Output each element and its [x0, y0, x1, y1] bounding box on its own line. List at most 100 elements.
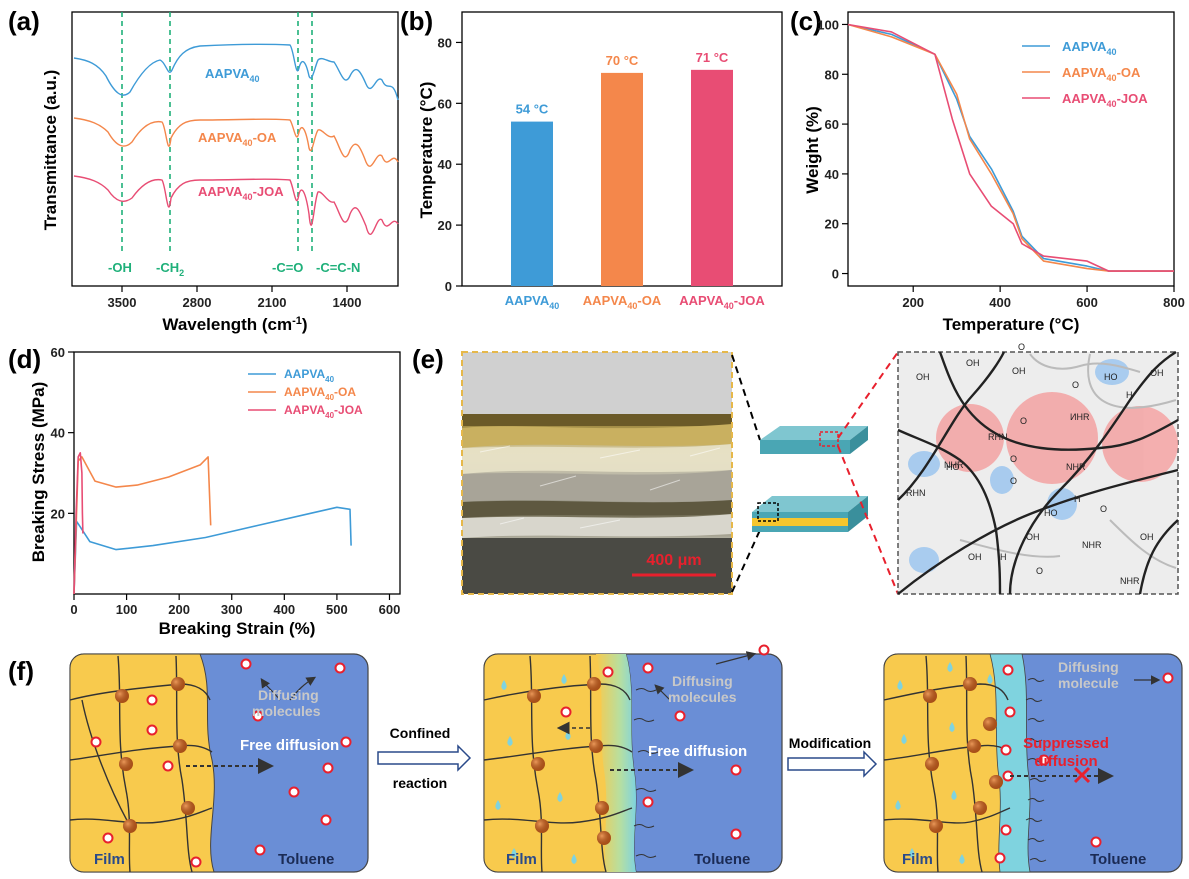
- a-xtick-3: 2100: [258, 295, 287, 310]
- c-axes: 200 400 600 800 0 20 40 60 80 100: [817, 17, 1185, 310]
- stage-2: Diffusing molecules Free diffusion Film T…: [483, 644, 783, 873]
- d-legend-label-2: AAPVA40-OA: [284, 385, 356, 402]
- d-legend-label-3: AAPVA40-JOA: [284, 403, 363, 420]
- stage-3-toluene-label: Toluene: [1090, 851, 1146, 868]
- chem-label-18: OH: [1026, 532, 1040, 542]
- stage-1: Diffusing molecules Free diffusion Film T…: [69, 653, 369, 873]
- chem-label-22: OH: [1140, 532, 1154, 542]
- c-ytick-80: 80: [825, 67, 839, 82]
- b-ytick-20: 20: [438, 218, 452, 233]
- panel-label-a: (a): [8, 6, 40, 36]
- chem-label-13: RHN: [906, 488, 926, 498]
- panel-f: (f) Diffusing m: [8, 644, 1183, 873]
- d-y-axis-label: Breaking Stress (MPa): [29, 382, 48, 562]
- d-xtick-100: 100: [116, 602, 138, 617]
- chem-label-17: OH: [968, 552, 982, 562]
- stage-3-blocked-x-icon: [1073, 766, 1091, 784]
- b-ytick-0: 0: [445, 279, 452, 294]
- b-ytick-80: 80: [438, 35, 452, 50]
- arrow-confined-reaction: Confined reaction: [377, 725, 472, 791]
- c-legend: AAPVA40 AAPVA40-OA AAPVA40-JOA: [1022, 39, 1148, 109]
- chem-label-19: H: [1000, 552, 1007, 562]
- d-axes: 0 100 200 300 400 500 600 20 40 60: [51, 345, 401, 617]
- stage-3-wavy-chains: [1025, 678, 1047, 862]
- c-xtick-800: 800: [1163, 295, 1185, 310]
- a-peak-label-co: -C=O: [272, 260, 303, 275]
- b-ytick-60: 60: [438, 96, 452, 111]
- film-slab-bottom: [752, 496, 868, 532]
- d-line-series-3: [73, 452, 84, 595]
- d-line-series-1: [73, 506, 352, 595]
- stage-1-toluene-label: Toluene: [278, 851, 334, 868]
- panel-e: (e) 400 μm: [412, 342, 1179, 595]
- d-xtick-400: 400: [273, 602, 295, 617]
- b-bar-value-label-1: 54 °C: [516, 102, 549, 117]
- arrow-modification: Modification: [787, 735, 878, 778]
- panel-label-c: (c): [790, 6, 822, 36]
- stage-3-diffusing-label: Diffusing molecule: [1058, 659, 1119, 691]
- b-bar-2: [601, 72, 643, 286]
- b-bar-value-label-3: 71 °C: [696, 50, 729, 65]
- stage-2-film-label: Film: [506, 851, 537, 868]
- c-legend-label-3: AAPVA40-JOA: [1062, 91, 1148, 109]
- a-x-axis-label: Wavelength (cm-1): [162, 315, 307, 334]
- stage-2-toluene-label: Toluene: [694, 851, 750, 868]
- panel-label-f: (f): [8, 656, 34, 686]
- a-peak-label-ccn: -C=C-N: [316, 260, 360, 275]
- c-line-series-3: [847, 23, 1174, 272]
- chem-label-21: NHR: [1082, 540, 1102, 550]
- stage-2-wavy-chains: [633, 688, 659, 858]
- chem-label-15: H: [1074, 494, 1081, 504]
- stage-1-diffusing-label: Diffusing molecules: [252, 687, 321, 719]
- arrow-2-label: Modification: [789, 735, 871, 751]
- b-category-aapva40-oa: AAPVA40-OA: [583, 293, 662, 311]
- b-ytick-40: 40: [438, 157, 452, 172]
- c-xtick-200: 200: [902, 295, 924, 310]
- c-ytick-60: 60: [825, 117, 839, 132]
- arrow-1-top-label: Confined: [390, 725, 451, 741]
- c-y-axis-label: Weight (%): [803, 106, 822, 194]
- panel-d-frame: [73, 351, 401, 595]
- panel-a-frame: [71, 11, 399, 287]
- chem-label-8: RHN: [988, 432, 1008, 442]
- c-line-series-2: [847, 23, 1174, 272]
- b-y-axis: 0 20 40 60 80: [438, 35, 462, 294]
- d-ytick-20: 20: [51, 506, 65, 521]
- b-bar-3: [691, 69, 733, 286]
- a-label-aapva40-joa: AAPVA40-JOA: [198, 184, 284, 202]
- panel-label-e: (e): [412, 344, 444, 374]
- chem-label-14: HO: [1044, 508, 1058, 518]
- stage-1-film-label: Film: [94, 851, 125, 868]
- d-ytick-60: 60: [51, 345, 65, 360]
- chem-label-11: HO: [946, 462, 960, 472]
- stage-3: Diffusing molecule Suppressed diffusion Fi…: [883, 653, 1183, 873]
- scale-bar-label: 400 μm: [646, 552, 701, 569]
- a-xtick-1: 3500: [108, 295, 137, 310]
- chem-label-4: OH: [1150, 368, 1164, 378]
- b-y-axis-label: Temperature (°C): [417, 82, 436, 219]
- d-lines: [73, 452, 352, 595]
- b-bar-value-label-2: 70 °C: [606, 53, 639, 68]
- d-legend-label-1: AAPVA40: [284, 367, 335, 384]
- film-slab-top: [760, 426, 868, 454]
- c-line-series-1: [847, 23, 1174, 272]
- a-peak-label-ch2: -CH2: [156, 260, 184, 278]
- d-xtick-500: 500: [326, 602, 348, 617]
- a-label-aapva40: AAPVA40: [205, 66, 260, 84]
- a-y-axis-label: Transmittance (a.u.): [41, 70, 60, 231]
- chem-label-26: NHR: [1120, 576, 1140, 586]
- b-bar-1: [511, 121, 553, 286]
- chem-label-24: H: [1126, 390, 1133, 400]
- d-ytick-40: 40: [51, 426, 65, 441]
- d-xtick-600: 600: [379, 602, 401, 617]
- chem-label-7: NHR: [944, 460, 964, 470]
- stage-1-free-diffusion: Free diffusion: [240, 737, 339, 754]
- a-label-aapva40-oa: AAPVA40-OA: [198, 130, 277, 148]
- stage-3-film-label: Film: [902, 851, 933, 868]
- panel-d: (d) 0 100 200 300 400 500 600 20 40 60 Breaking S…: [8, 344, 401, 638]
- arrow-1-bottom-label: reaction: [393, 775, 447, 791]
- panel-a: (a) 3500 2800 2100 1400 Wavelength (cm-1…: [8, 6, 399, 334]
